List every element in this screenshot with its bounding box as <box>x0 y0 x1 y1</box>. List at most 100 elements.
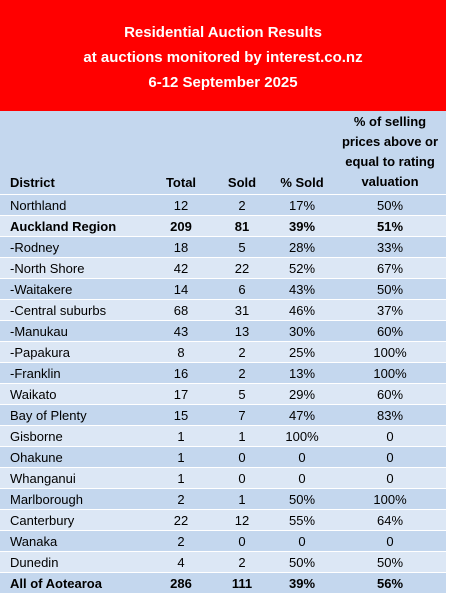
cell-district: -Waitakere <box>0 279 148 300</box>
cell-total: 286 <box>148 573 214 593</box>
cell-district: Waikato <box>0 384 148 405</box>
header-total: Total <box>148 111 214 195</box>
cell-total: 43 <box>148 321 214 342</box>
cell-total: 209 <box>148 216 214 237</box>
cell-pct-above: 64% <box>334 510 446 531</box>
cell-district: Northland <box>0 195 148 216</box>
table-row: Marlborough 2 1 50% 100% <box>0 489 446 510</box>
cell-district: Bay of Plenty <box>0 405 148 426</box>
header-pct-above-valuation: % of selling prices above or equal to ra… <box>334 111 446 195</box>
cell-total: 1 <box>148 426 214 447</box>
cell-pct-above: 0 <box>334 426 446 447</box>
table-row: -Rodney 18 5 28% 33% <box>0 237 446 258</box>
cell-pct-above: 60% <box>334 384 446 405</box>
cell-district: -Central suburbs <box>0 300 148 321</box>
cell-sold: 81 <box>214 216 270 237</box>
cell-pct-sold: 50% <box>270 489 334 510</box>
table-row: Dunedin 4 2 50% 50% <box>0 552 446 573</box>
cell-district: Gisborne <box>0 426 148 447</box>
cell-total: 18 <box>148 237 214 258</box>
results-table: District Total Sold % Sold % of selling … <box>0 111 446 593</box>
cell-total: 15 <box>148 405 214 426</box>
table-row: Wanaka 2 0 0 0 <box>0 531 446 552</box>
table-row: -Franklin 16 2 13% 100% <box>0 363 446 384</box>
cell-district: -Rodney <box>0 237 148 258</box>
cell-district: Whanganui <box>0 468 148 489</box>
cell-total: 2 <box>148 489 214 510</box>
cell-total: 42 <box>148 258 214 279</box>
table-row: -Waitakere 14 6 43% 50% <box>0 279 446 300</box>
cell-total: 14 <box>148 279 214 300</box>
cell-district: Canterbury <box>0 510 148 531</box>
cell-district: -Manukau <box>0 321 148 342</box>
cell-total: 17 <box>148 384 214 405</box>
cell-pct-above: 83% <box>334 405 446 426</box>
cell-sold: 1 <box>214 426 270 447</box>
table-row: All of Aotearoa 286 111 39% 56% <box>0 573 446 593</box>
title-banner: Residential Auction Results at auctions … <box>0 0 446 111</box>
cell-district: Ohakune <box>0 447 148 468</box>
cell-pct-above: 50% <box>334 552 446 573</box>
cell-sold: 5 <box>214 384 270 405</box>
cell-pct-above: 67% <box>334 258 446 279</box>
cell-pct-sold: 28% <box>270 237 334 258</box>
header-district: District <box>0 111 148 195</box>
table-row: Bay of Plenty 15 7 47% 83% <box>0 405 446 426</box>
title-line-1: Residential Auction Results <box>0 20 446 45</box>
cell-pct-sold: 29% <box>270 384 334 405</box>
cell-pct-sold: 25% <box>270 342 334 363</box>
title-line-3: 6-12 September 2025 <box>0 70 446 95</box>
cell-sold: 2 <box>214 195 270 216</box>
table-row: Gisborne 1 1 100% 0 <box>0 426 446 447</box>
cell-pct-above: 50% <box>334 279 446 300</box>
table-row: -Papakura 8 2 25% 100% <box>0 342 446 363</box>
header-pct-above-line-1: % of selling <box>334 112 446 132</box>
cell-pct-above: 100% <box>334 363 446 384</box>
cell-pct-sold: 39% <box>270 216 334 237</box>
cell-sold: 0 <box>214 447 270 468</box>
cell-total: 1 <box>148 468 214 489</box>
cell-pct-above: 100% <box>334 342 446 363</box>
cell-district: -North Shore <box>0 258 148 279</box>
cell-pct-sold: 39% <box>270 573 334 593</box>
cell-pct-above: 37% <box>334 300 446 321</box>
cell-pct-sold: 47% <box>270 405 334 426</box>
header-pct-above-line-2: prices above or <box>334 132 446 152</box>
header-sold: Sold <box>214 111 270 195</box>
cell-pct-above: 0 <box>334 531 446 552</box>
cell-pct-sold: 0 <box>270 531 334 552</box>
cell-pct-sold: 43% <box>270 279 334 300</box>
cell-total: 8 <box>148 342 214 363</box>
cell-total: 68 <box>148 300 214 321</box>
header-row: District Total Sold % Sold % of selling … <box>0 111 446 195</box>
table-row: -Manukau 43 13 30% 60% <box>0 321 446 342</box>
cell-sold: 22 <box>214 258 270 279</box>
cell-total: 12 <box>148 195 214 216</box>
cell-district: Wanaka <box>0 531 148 552</box>
cell-pct-sold: 55% <box>270 510 334 531</box>
table-row: -Central suburbs 68 31 46% 37% <box>0 300 446 321</box>
cell-district: -Papakura <box>0 342 148 363</box>
header-pct-sold: % Sold <box>270 111 334 195</box>
cell-pct-above: 51% <box>334 216 446 237</box>
cell-pct-sold: 0 <box>270 468 334 489</box>
cell-sold: 2 <box>214 552 270 573</box>
title-line-2: at auctions monitored by interest.co.nz <box>0 45 446 70</box>
auction-results-table-card: Residential Auction Results at auctions … <box>0 0 446 571</box>
cell-district: All of Aotearoa <box>0 573 148 593</box>
cell-pct-above: 50% <box>334 195 446 216</box>
cell-sold: 31 <box>214 300 270 321</box>
cell-pct-sold: 46% <box>270 300 334 321</box>
cell-sold: 6 <box>214 279 270 300</box>
cell-sold: 13 <box>214 321 270 342</box>
cell-sold: 0 <box>214 531 270 552</box>
table-body: Northland 12 2 17% 50% Auckland Region 2… <box>0 195 446 593</box>
cell-total: 1 <box>148 447 214 468</box>
table-row: -North Shore 42 22 52% 67% <box>0 258 446 279</box>
table-row: Ohakune 1 0 0 0 <box>0 447 446 468</box>
cell-pct-sold: 30% <box>270 321 334 342</box>
cell-sold: 12 <box>214 510 270 531</box>
cell-district: Marlborough <box>0 489 148 510</box>
table-row: Waikato 17 5 29% 60% <box>0 384 446 405</box>
cell-pct-sold: 52% <box>270 258 334 279</box>
